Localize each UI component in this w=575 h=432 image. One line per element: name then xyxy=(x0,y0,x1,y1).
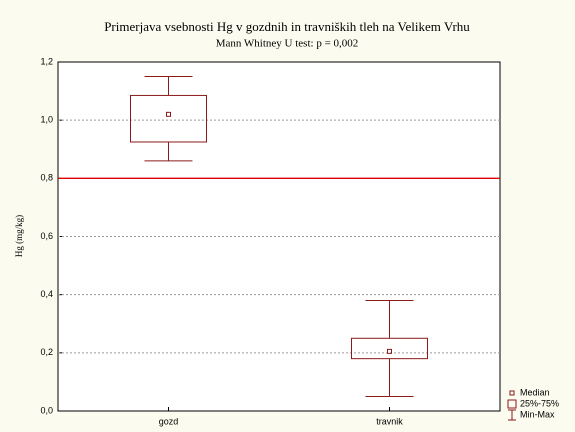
chart-subtitle: Mann Whitney U test: p = 0,002 xyxy=(216,38,359,50)
median-marker xyxy=(387,348,392,354)
legend-box-icon xyxy=(507,399,517,409)
x-tick-label: travnik xyxy=(376,416,403,426)
y-tick-label: 1,0 xyxy=(40,115,53,125)
legend-label: Median xyxy=(520,387,550,397)
box xyxy=(130,94,207,143)
median-marker xyxy=(166,111,171,117)
legend-median-icon xyxy=(509,390,515,396)
legend-label: Min-Max xyxy=(520,409,555,419)
y-tick-label: 0,6 xyxy=(40,231,53,241)
y-tick-label: 0,2 xyxy=(40,347,53,357)
y-tick-label: 0,4 xyxy=(40,289,53,299)
y-tick-label: 0,0 xyxy=(40,405,53,415)
x-tick-label: gozd xyxy=(159,416,179,426)
chart-title: Primerjava vsebnosti Hg v gozdnih in tra… xyxy=(104,19,470,34)
y-axis-label: Hg (mg/kg) xyxy=(14,215,24,257)
y-tick-label: 0,8 xyxy=(40,173,53,183)
box xyxy=(351,337,428,360)
y-tick-label: 1,2 xyxy=(40,56,53,66)
legend-label: 25%-75% xyxy=(520,398,559,408)
